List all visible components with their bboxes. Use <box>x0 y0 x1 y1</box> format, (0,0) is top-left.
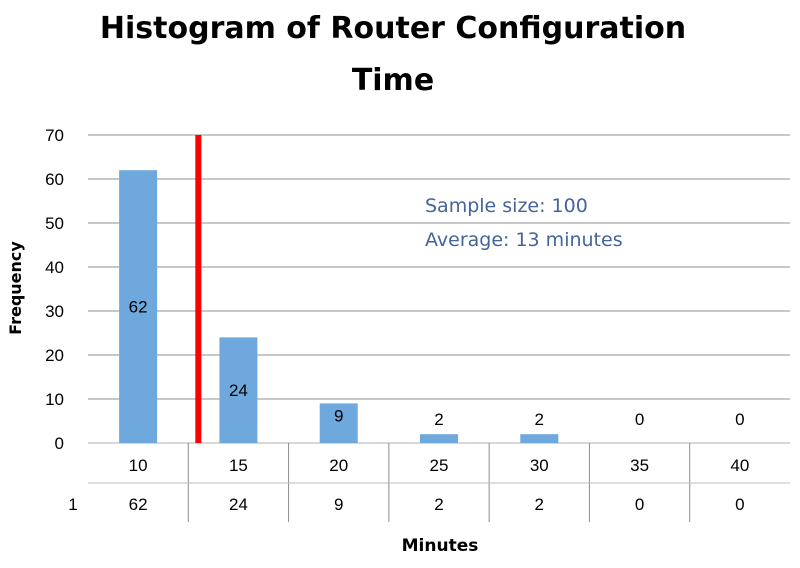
x-tick-label: 35 <box>630 456 649 475</box>
table-row-label: 1 <box>68 495 77 514</box>
bar <box>219 337 258 443</box>
y-tick-label: 0 <box>55 434 64 453</box>
bar <box>520 434 559 443</box>
y-tick-label: 10 <box>45 390 64 409</box>
data-table: 10 15 20 25 30 35 401 62 24 9 2 2 0 0 <box>68 443 790 522</box>
bar <box>420 434 458 443</box>
x-tick-label: 10 <box>129 456 148 475</box>
x-tick-label: 30 <box>530 456 549 475</box>
table-cell: 0 <box>635 495 644 514</box>
bar <box>119 170 158 443</box>
chart-title-line-2: Time <box>352 63 434 98</box>
data-label: 0 <box>635 410 644 429</box>
x-tick-label: 25 <box>430 456 449 475</box>
y-tick-label: 20 <box>45 346 64 365</box>
table-cell: 0 <box>735 495 744 514</box>
y-tick-label: 60 <box>45 170 64 189</box>
x-tick-label: 40 <box>730 456 749 475</box>
table-cell: 24 <box>229 495 248 514</box>
chart-title-line-1: Histogram of Router Configuration <box>100 11 686 46</box>
data-label: 62 <box>129 298 148 317</box>
data-label: 2 <box>535 410 544 429</box>
y-tick-label: 50 <box>45 214 64 233</box>
table-cell: 62 <box>129 495 148 514</box>
y-tick-label: 70 <box>45 126 64 145</box>
annotation-sample-size: Sample size: 100 <box>425 195 588 217</box>
bar <box>319 403 358 443</box>
table-cell: 9 <box>334 495 343 514</box>
x-tick-label: 20 <box>329 456 348 475</box>
data-label: 9 <box>334 406 343 425</box>
y-axis-ticks: 0 10 20 30 40 50 60 70 <box>45 126 64 453</box>
data-label: 2 <box>434 410 443 429</box>
data-label: 0 <box>735 410 744 429</box>
y-tick-label: 40 <box>45 258 64 277</box>
table-cell: 2 <box>434 495 443 514</box>
annotation-average: Average: 13 minutes <box>425 229 623 251</box>
y-axis-label: Frequency <box>6 241 25 335</box>
bars <box>119 170 559 443</box>
data-labels: 62 24 9 2 2 0 0 <box>129 298 745 429</box>
x-tick-label: 15 <box>229 456 248 475</box>
table-cell: 2 <box>535 495 544 514</box>
gridlines <box>88 134 790 444</box>
y-tick-label: 30 <box>45 302 64 321</box>
x-axis-label: Minutes <box>402 536 479 556</box>
data-label: 24 <box>229 381 248 400</box>
